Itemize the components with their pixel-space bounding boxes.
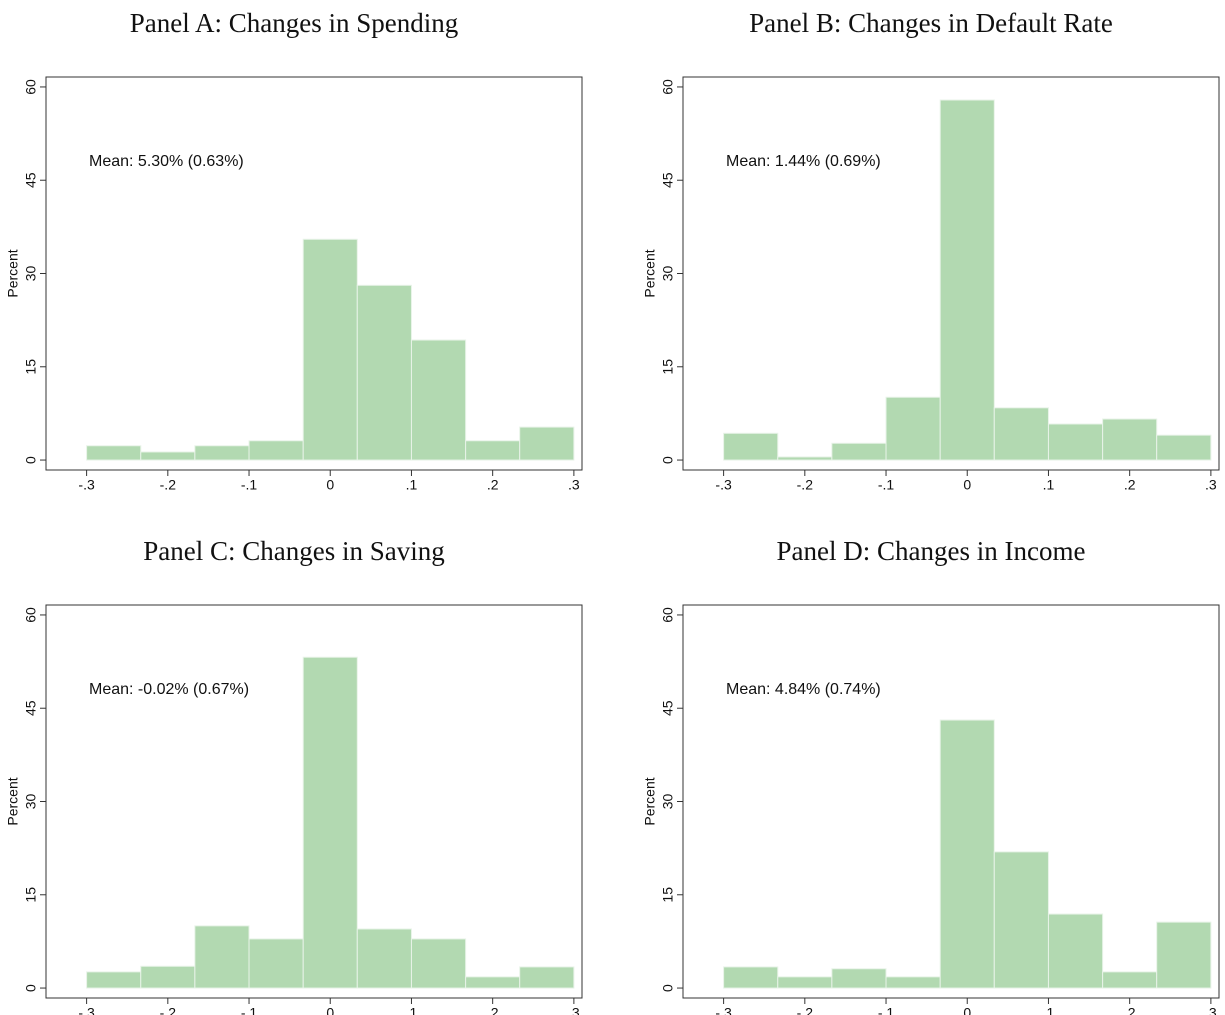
x-tick-label: -.3 xyxy=(715,1005,732,1015)
x-tick-label: .1 xyxy=(1043,1005,1055,1015)
bar xyxy=(1047,913,1104,989)
bar xyxy=(248,938,304,989)
x-tick-label: .1 xyxy=(406,477,418,493)
annotation: Mean: 1.44% (0.69%) xyxy=(726,153,881,170)
bar xyxy=(993,407,1049,461)
bar xyxy=(885,396,941,461)
x-tick-label: 0 xyxy=(963,1005,971,1015)
x-tick-label: -.3 xyxy=(78,477,95,493)
panel-title: Panel A: Changes in Spending xyxy=(130,8,458,38)
y-tick-label: 30 xyxy=(660,794,676,810)
x-tick-label: .3 xyxy=(1205,1005,1217,1015)
y-tick-label: 45 xyxy=(660,172,676,188)
y-tick-label: 0 xyxy=(660,456,676,464)
y-tick-label: 60 xyxy=(23,607,39,623)
bar xyxy=(777,976,833,989)
y-tick-label: 15 xyxy=(23,359,39,375)
y-tick-label: 60 xyxy=(660,79,676,95)
bar xyxy=(465,976,521,989)
annotation: Mean: 4.84% (0.74%) xyxy=(726,681,881,698)
x-tick-label: .3 xyxy=(568,477,580,493)
bar xyxy=(519,966,575,989)
panel-title: Panel C: Changes in Saving xyxy=(143,536,444,566)
x-tick-label: .2 xyxy=(1124,477,1136,493)
y-tick-label: 0 xyxy=(660,984,676,992)
annotation: Mean: 5.30% (0.63%) xyxy=(89,153,244,170)
x-tick-label: -.1 xyxy=(878,477,895,493)
y-tick-label: 30 xyxy=(660,266,676,282)
bar xyxy=(777,456,833,461)
y-tick-label: 45 xyxy=(660,700,676,716)
y-tick-label: 60 xyxy=(660,607,676,623)
y-axis-label: Percent xyxy=(5,249,21,297)
bar xyxy=(302,656,358,989)
bar xyxy=(939,719,995,989)
bar xyxy=(723,432,779,461)
bar xyxy=(194,445,250,461)
bar xyxy=(831,968,887,989)
y-tick-label: 0 xyxy=(23,456,39,464)
x-tick-label: -.2 xyxy=(797,1005,814,1015)
x-tick-label: -.3 xyxy=(78,1005,95,1015)
y-tick-label: 0 xyxy=(23,984,39,992)
panel-title: Panel B: Changes in Default Rate xyxy=(749,8,1113,38)
bar xyxy=(1047,423,1104,461)
x-tick-label: .2 xyxy=(487,1005,499,1015)
bar xyxy=(410,339,467,461)
y-tick-label: 30 xyxy=(23,794,39,810)
y-tick-label: 60 xyxy=(23,79,39,95)
y-axis-label: Percent xyxy=(642,249,658,297)
x-tick-label: .2 xyxy=(1124,1005,1136,1015)
bar xyxy=(1156,434,1212,461)
bar xyxy=(356,928,412,989)
bar xyxy=(1102,971,1158,989)
x-tick-label: 0 xyxy=(326,477,334,493)
x-tick-label: -.1 xyxy=(241,477,258,493)
bar xyxy=(410,938,467,989)
bar xyxy=(465,440,521,461)
bar xyxy=(831,442,887,461)
bar xyxy=(302,238,358,461)
x-tick-label: .2 xyxy=(487,477,499,493)
x-tick-label: -.3 xyxy=(715,477,732,493)
y-tick-label: 15 xyxy=(660,887,676,903)
y-tick-label: 45 xyxy=(23,700,39,716)
x-tick-label: .1 xyxy=(1043,477,1055,493)
x-tick-label: .1 xyxy=(406,1005,418,1015)
bar xyxy=(885,976,941,989)
bar xyxy=(356,284,412,461)
bar xyxy=(248,440,304,461)
bar xyxy=(140,965,196,989)
x-tick-label: .3 xyxy=(1205,477,1217,493)
x-tick-label: -.2 xyxy=(797,477,814,493)
y-tick-label: 15 xyxy=(660,359,676,375)
bar xyxy=(519,426,575,461)
bar xyxy=(1102,418,1158,461)
y-tick-label: 30 xyxy=(23,266,39,282)
x-tick-label: 0 xyxy=(963,477,971,493)
annotation: Mean: -0.02% (0.67%) xyxy=(89,681,249,698)
bar xyxy=(86,445,142,461)
bar xyxy=(939,99,995,461)
x-tick-label: -.1 xyxy=(241,1005,258,1015)
x-tick-label: 0 xyxy=(326,1005,334,1015)
bar xyxy=(1156,921,1212,989)
bar xyxy=(723,966,779,989)
y-axis-label: Percent xyxy=(5,777,21,825)
y-tick-label: 15 xyxy=(23,887,39,903)
panel-title: Panel D: Changes in Income xyxy=(777,536,1086,566)
x-tick-label: .3 xyxy=(568,1005,580,1015)
bar xyxy=(140,451,196,461)
bar xyxy=(194,925,250,989)
bar xyxy=(86,971,142,989)
x-tick-label: -.2 xyxy=(160,477,177,493)
x-tick-label: -.1 xyxy=(878,1005,895,1015)
bar xyxy=(993,851,1049,989)
y-tick-label: 45 xyxy=(23,172,39,188)
y-axis-label: Percent xyxy=(642,777,658,825)
x-tick-label: -.2 xyxy=(160,1005,177,1015)
